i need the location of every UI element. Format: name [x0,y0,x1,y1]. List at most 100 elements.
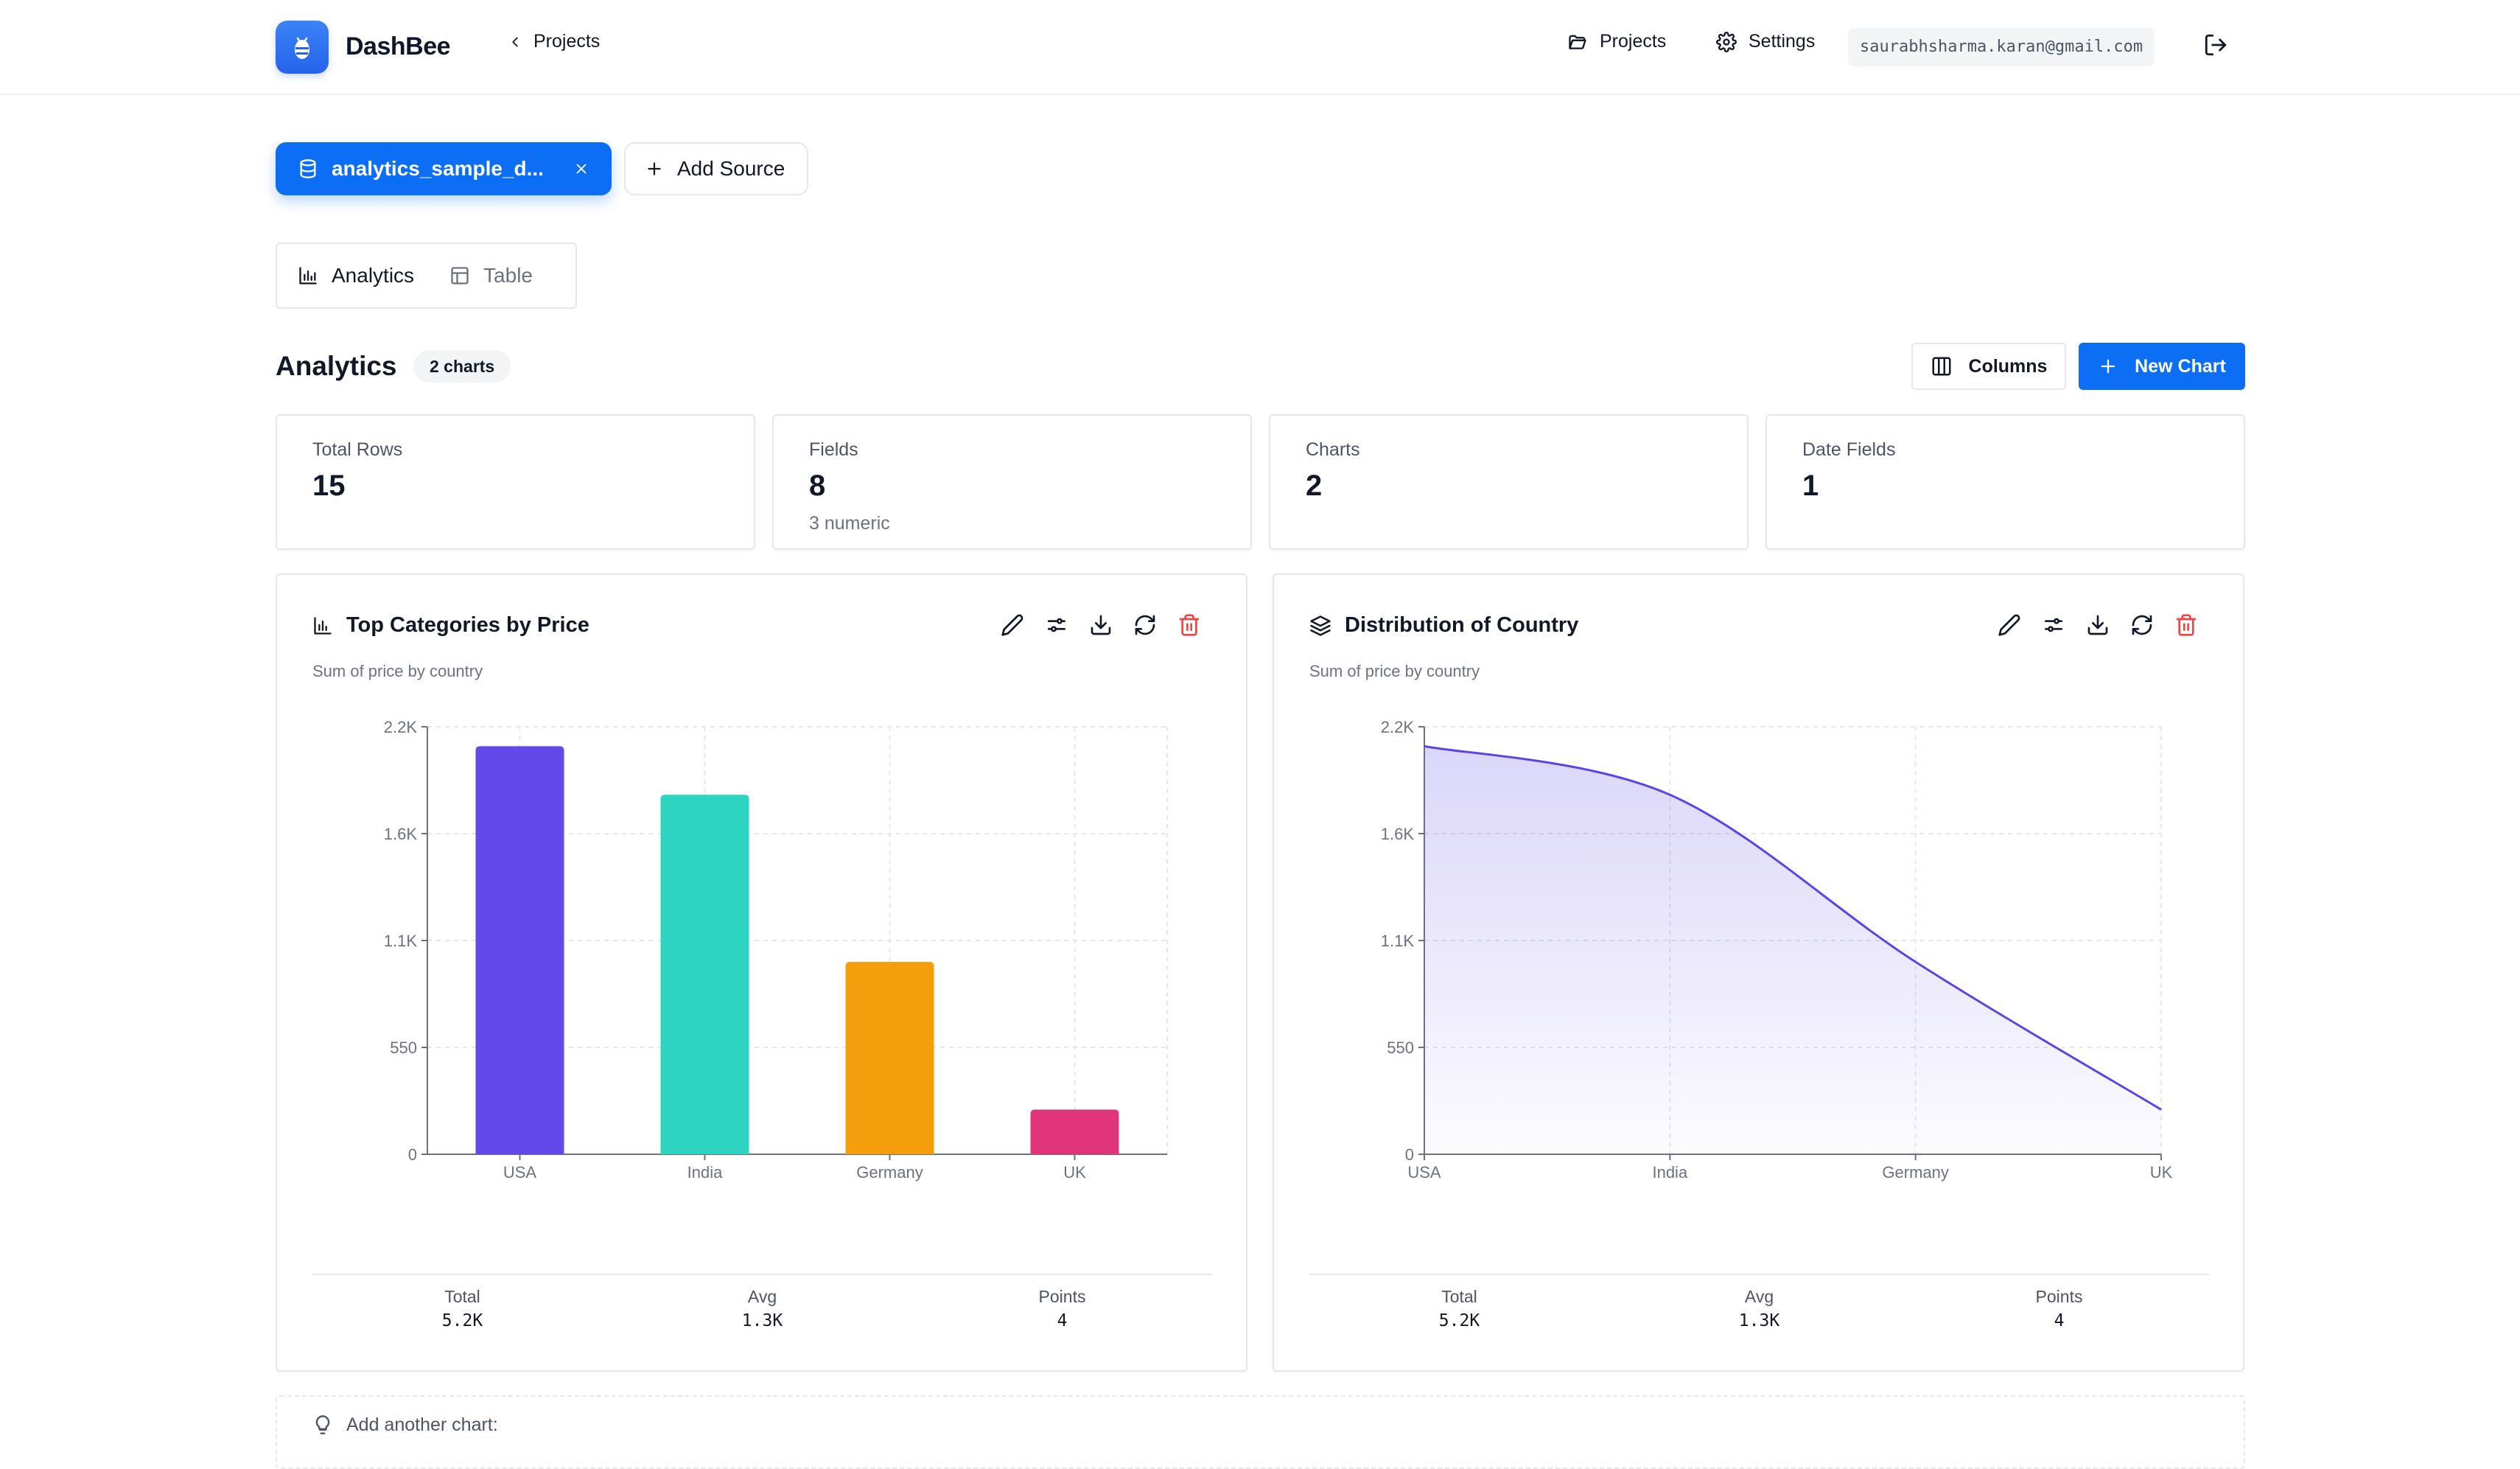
chart-toolbar [1998,613,2198,637]
stat-card-charts: Charts 2 [1269,414,1749,550]
edit-icon[interactable] [1001,613,1024,637]
bar [1030,1109,1119,1154]
download-icon[interactable] [1089,613,1113,637]
summary-avg: Avg 1.3K [1609,1275,1909,1330]
stat-subtext: 3 numeric [809,513,890,534]
series-line [1424,744,2162,1111]
columns-icon [1931,355,1953,377]
view-tabs: Analytics Table [276,242,577,309]
trash-icon[interactable] [2174,613,2198,637]
back-to-projects-link[interactable]: Projects [507,31,600,52]
summary-points: Points 4 [1909,1275,2209,1330]
tab-table-label: Table [483,264,533,287]
logout-icon[interactable] [2203,32,2228,57]
summary-avg: Avg 1.3K [612,1275,912,1330]
layers-icon [1309,615,1331,637]
new-chart-label: New Chart [2135,355,2226,377]
tab-analytics-label: Analytics [332,264,415,287]
sliders-icon[interactable] [1045,613,1068,637]
trash-icon[interactable] [1177,613,1201,637]
stat-label: Date Fields [1802,439,1896,460]
x-tick-label: USA [1407,1163,1441,1182]
y-tick-label: 1.1K [1381,932,1415,950]
summary-value: 4 [2054,1311,2065,1330]
data-source-label: analytics_sample_d... [332,157,544,180]
hint-text: Add another chart: [346,1414,498,1435]
columns-button[interactable]: Columns [1911,343,2066,390]
bar-chart-icon [298,265,318,286]
sliders-icon[interactable] [2042,613,2065,637]
data-source-chip[interactable]: analytics_sample_d... [276,142,612,195]
chart-title-text: Distribution of Country [1345,613,1579,637]
summary-points: Points 4 [912,1275,1212,1330]
tab-table[interactable]: Table [449,264,533,287]
stat-card-fields: Fields 8 3 numeric [772,414,1252,550]
x-tick-label: India [687,1163,723,1182]
summary-value: 1.3K [1738,1311,1780,1330]
stat-value: 2 [1306,470,1323,502]
chevron-left-icon [507,34,523,50]
add-chart-hint: Add another chart: [276,1395,2245,1469]
y-tick-label: 0 [1405,1145,1414,1164]
add-source-button[interactable]: Add Source [624,142,808,195]
bar [660,795,749,1154]
refresh-icon[interactable] [2130,613,2154,637]
summary-value: 4 [1057,1311,1068,1330]
area-fill [1424,746,2161,1154]
chart-subtitle: Sum of price by country [312,662,483,680]
bar-chart-icon [312,615,333,636]
y-tick-label: 2.2K [1381,718,1415,736]
bar-chart: 0 550 1.1K 1.6K 2.2K USA India Germany UK [384,718,1168,1182]
nav-projects-label: Projects [1600,31,1667,52]
chart-card-distribution: Distribution of Country Sum of price by … [1273,573,2244,1372]
x-tick-label: Germany [856,1163,923,1182]
chart-toolbar [1001,613,1201,637]
nav-settings-button[interactable]: Settings [1716,31,1815,52]
tab-analytics[interactable]: Analytics [298,264,414,287]
bar [475,746,564,1154]
add-source-label: Add Source [677,157,785,180]
stat-value: 8 [809,470,826,502]
folder-open-icon [1567,32,1588,52]
back-label: Projects [533,31,601,52]
x-tick-label: UK [1063,1163,1086,1182]
bar [845,962,934,1154]
summary-label: Total [1441,1287,1477,1306]
chart-title: Distribution of Country [1309,613,1578,638]
dashbee-logo[interactable] [276,21,329,74]
summary-total: Total 5.2K [312,1275,612,1330]
summary-total: Total 5.2K [1309,1275,1609,1330]
edit-icon[interactable] [1998,613,2021,637]
x-tick-label: India [1652,1163,1687,1182]
columns-label: Columns [1968,355,2048,377]
chart-title: Top Categories by Price [312,613,589,638]
stat-value: 15 [312,470,346,502]
top-header: DashBee Projects Projects Settings saura… [0,0,2520,95]
chart-count-badge: 2 charts [413,350,511,383]
summary-label: Total [444,1287,480,1306]
lightbulb-icon [312,1414,333,1435]
nav-projects-button[interactable]: Projects [1567,31,1666,52]
refresh-icon[interactable] [1133,613,1157,637]
user-email: saurabhsharma.karan@gmail.com [1848,28,2155,66]
nav-settings-label: Settings [1749,31,1816,52]
summary-label: Points [1038,1287,1086,1306]
table-icon [449,265,470,286]
x-tick-label: Germany [1882,1163,1948,1182]
plus-icon [2098,356,2118,377]
chart-subtitle: Sum of price by country [1309,662,1480,680]
y-tick-label: 1.6K [384,825,418,843]
chart-summary: Total 5.2K Avg 1.3K Points 4 [312,1274,1212,1330]
y-tick-label: 1.6K [1381,825,1415,843]
close-icon[interactable] [573,161,589,177]
chart-card-top-categories: Top Categories by Price Sum of price by … [276,573,1247,1372]
stat-label: Charts [1306,439,1360,460]
plus-icon [645,159,664,178]
bee-icon [295,37,309,59]
y-tick-label: 2.2K [384,718,418,736]
y-tick-label: 1.1K [384,932,418,950]
new-chart-button[interactable]: New Chart [2079,343,2245,390]
chart-summary: Total 5.2K Avg 1.3K Points 4 [1309,1274,2209,1330]
chart-title-text: Top Categories by Price [346,613,589,637]
download-icon[interactable] [2086,613,2110,637]
